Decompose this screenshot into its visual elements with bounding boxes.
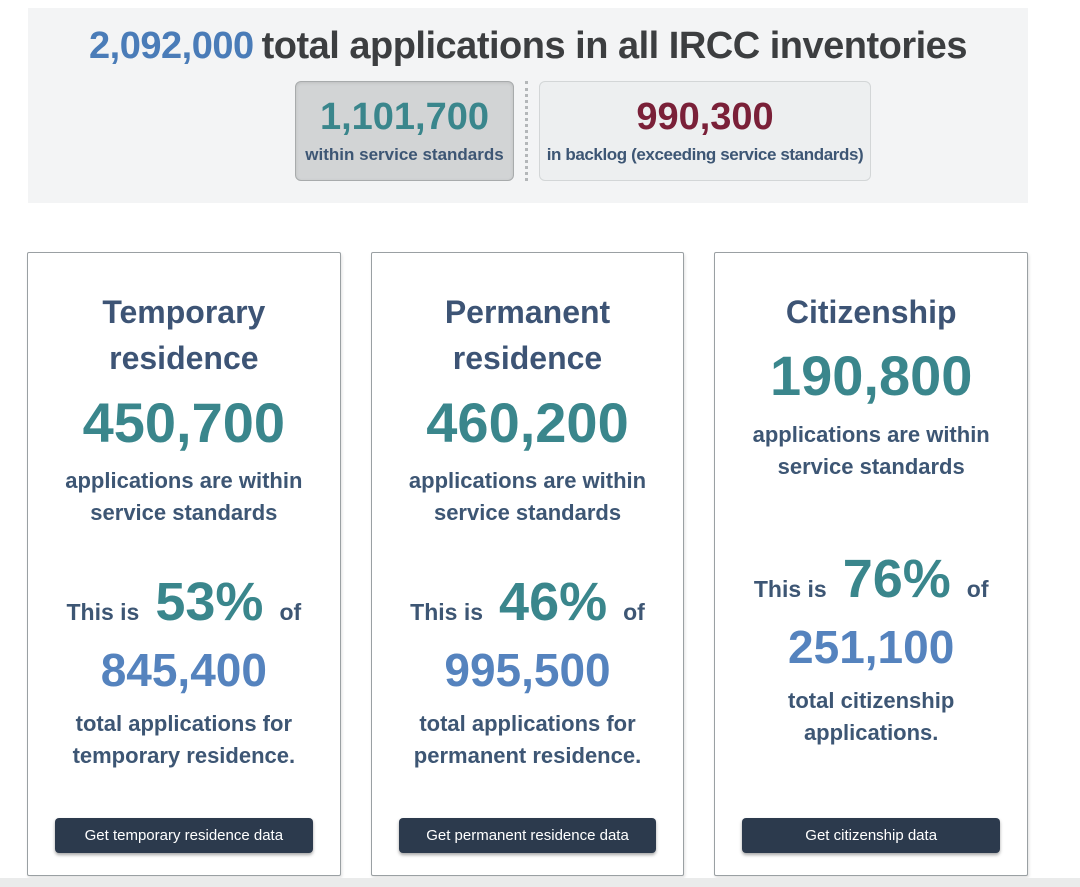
backlog-label: in backlog (exceeding service standards) [546,144,864,164]
card-permanent-residence: Permanent residence 460,200 applications… [370,252,685,876]
card-citizenship: Citizenship 190,800 applications are wit… [714,252,1029,876]
percent-value: 53% [155,572,264,633]
within-standards-value: 450,700 [82,390,286,454]
percent-prefix: This is [410,599,484,626]
get-citizenship-data-button[interactable]: Get citizenship data [742,817,1001,853]
category-cards: Temporary residence 450,700 applications… [27,252,1029,876]
next-section-edge [0,878,1080,887]
within-standards-label: applications are within service standard… [752,421,990,479]
percent-prefix: This is [66,599,140,626]
summary-boxes-row: 1,101,700 within service standards 990,3… [28,80,1028,181]
percent-suffix: of [279,599,302,626]
within-standards-value: 460,200 [426,390,629,454]
within-service-standards-value: 1,101,700 [319,96,490,139]
percent-value: 76% [842,549,951,610]
within-standards-label: applications are within service standard… [65,468,303,526]
card-title: Permanent residence [444,294,611,377]
percent-suffix: of [623,599,645,626]
within-service-standards-label: within service standards [305,144,504,164]
total-applications-label: total applications for permanent residen… [413,710,642,768]
summary-right-half: 990,300 in backlog (exceeding service st… [528,80,1028,181]
backlog-box[interactable]: 990,300 in backlog (exceeding service st… [539,80,871,181]
percent-value: 46% [499,572,608,633]
percent-row: This is 46% of [410,575,645,629]
summary-left-half: 1,101,700 within service standards [28,80,528,181]
total-applications-value: 995,500 [444,644,611,697]
percent-prefix: This is [753,576,827,603]
within-service-standards-box[interactable]: 1,101,700 within service standards [295,80,514,181]
get-temporary-residence-data-button[interactable]: Get temporary residence data [55,818,313,853]
within-standards-label: applications are within service standard… [408,468,647,526]
percent-suffix: of [966,576,989,603]
page-title: 2,092,000 total applications in all IRCC … [28,8,1028,70]
backlog-value: 990,300 [636,96,774,139]
inventory-summary-panel: 2,092,000 total applications in all IRCC … [28,8,1028,203]
card-temporary-residence: Temporary residence 450,700 applications… [27,252,341,876]
percent-row: This is 76% of [754,552,989,606]
total-applications-label: total applications in all IRCC inventori… [261,25,968,67]
total-applications-label: total citizenship applications. [788,687,955,745]
card-title: Citizenship [785,294,957,330]
total-applications-value: 845,400 [100,644,267,697]
percent-row: This is 53% of [67,575,302,629]
total-applications-label: total applications for temporary residen… [72,710,296,768]
card-title: Temporary residence [102,294,266,377]
within-standards-value: 190,800 [769,344,973,408]
total-applications-value: 251,100 [788,621,955,674]
get-permanent-residence-data-button[interactable]: Get permanent residence data [398,818,657,853]
total-applications-value: 2,092,000 [89,25,254,67]
